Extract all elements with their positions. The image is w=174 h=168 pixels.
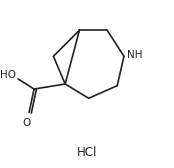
Text: HO: HO xyxy=(1,70,16,80)
Text: O: O xyxy=(22,118,31,129)
Text: NH: NH xyxy=(127,50,143,60)
Text: HCl: HCl xyxy=(77,145,97,159)
